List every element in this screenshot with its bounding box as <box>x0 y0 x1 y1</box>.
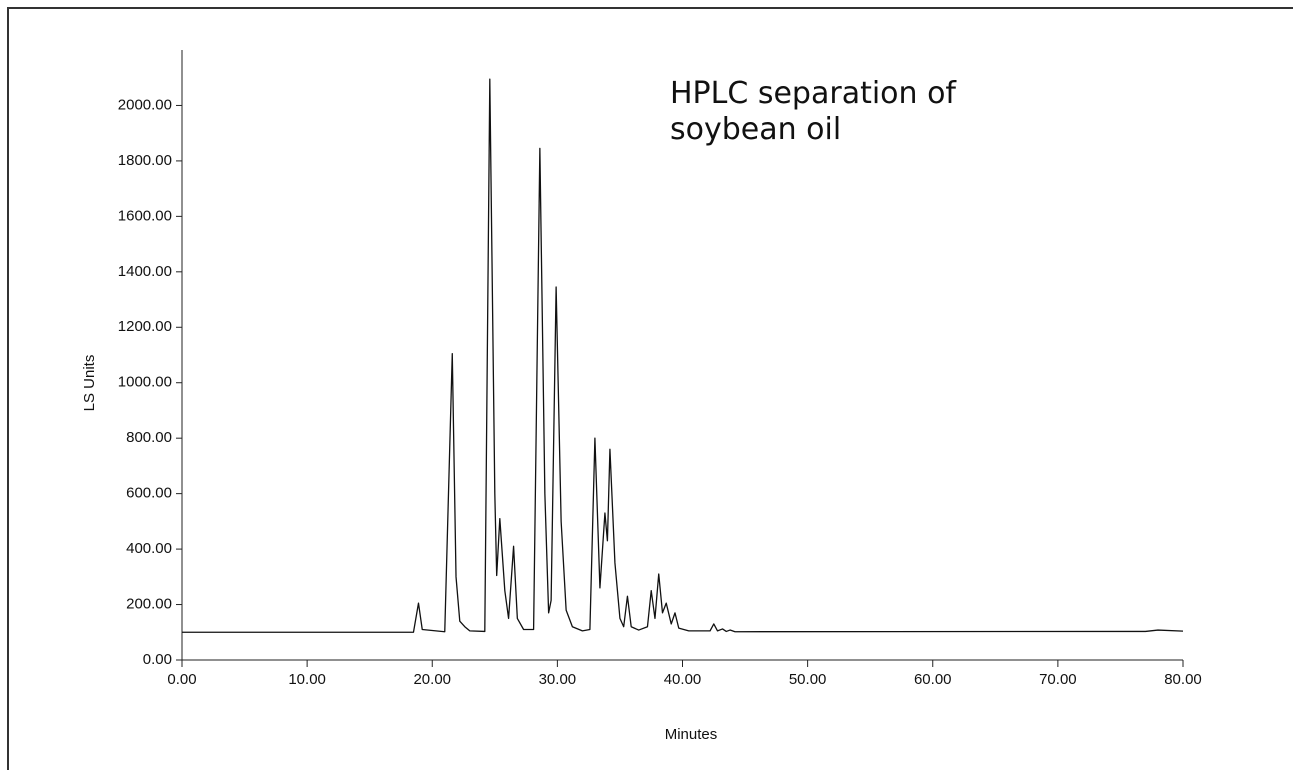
x-tick-label: 20.00 <box>413 671 451 688</box>
x-tick-label: 70.00 <box>1039 671 1077 688</box>
y-tick-label: 400.00 <box>126 540 172 557</box>
y-tick-label: 800.00 <box>126 429 172 446</box>
x-tick-label: 30.00 <box>539 671 577 688</box>
x-tick-label: 40.00 <box>664 671 702 688</box>
y-tick-label: 1600.00 <box>118 207 172 224</box>
y-axis-label: LS Units <box>81 355 98 412</box>
y-tick-label: 1400.00 <box>118 263 172 280</box>
y-tick-label: 0.00 <box>143 651 172 668</box>
y-tick-label: 200.00 <box>126 596 172 613</box>
x-axis-label: Minutes <box>665 726 718 743</box>
y-tick-label: 1200.00 <box>118 318 172 335</box>
chart-title: HPLC separation of soybean oil <box>670 76 956 147</box>
y-tick-label: 2000.00 <box>118 96 172 113</box>
signal-line <box>182 78 1184 633</box>
x-tick-label: 80.00 <box>1164 671 1202 688</box>
x-tick-label: 60.00 <box>914 671 952 688</box>
y-tick-label: 600.00 <box>126 485 172 502</box>
frame <box>7 7 1293 770</box>
x-tick-label: 10.00 <box>288 671 326 688</box>
x-tick-label: 0.00 <box>167 671 196 688</box>
y-tick-label: 1800.00 <box>118 152 172 169</box>
x-tick-label: 50.00 <box>789 671 827 688</box>
y-tick-label: 1000.00 <box>118 374 172 391</box>
